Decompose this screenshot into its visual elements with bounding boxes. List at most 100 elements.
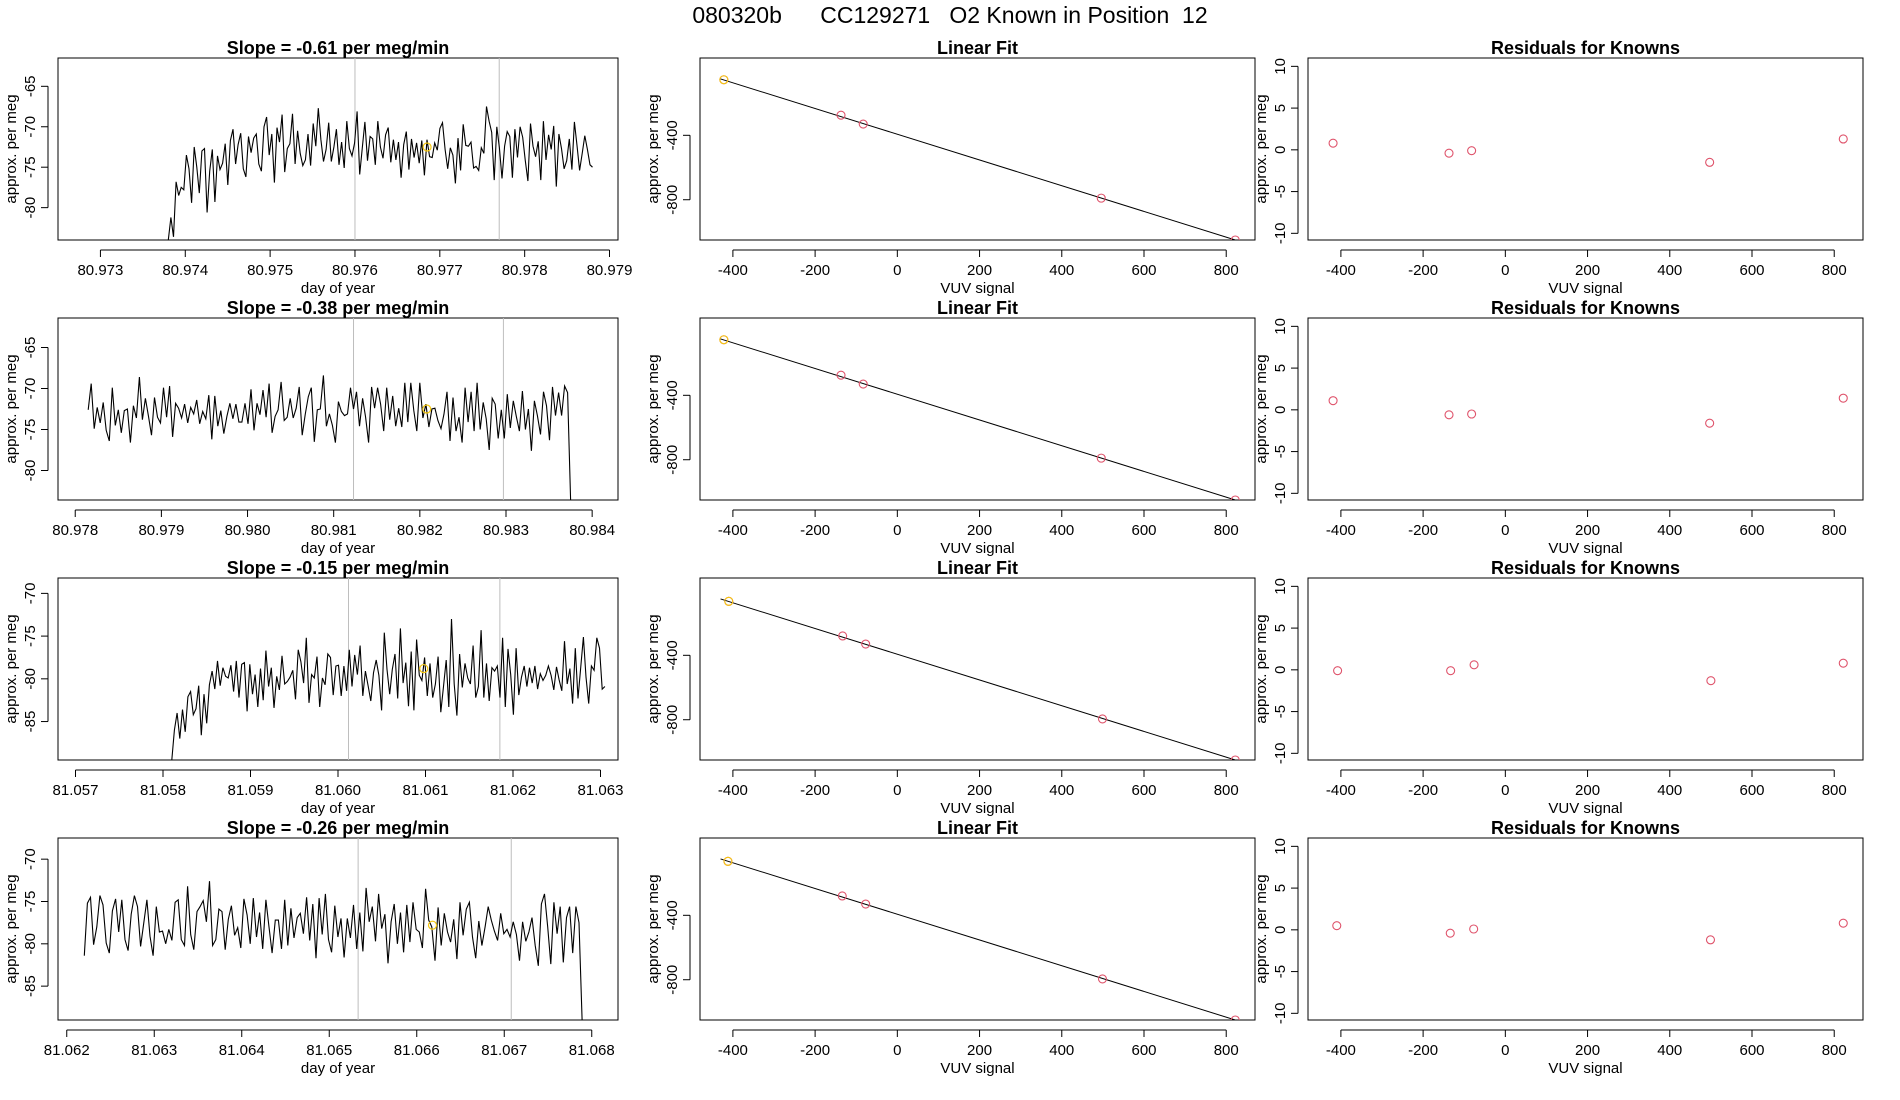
highlight-point — [419, 663, 429, 674]
y-axis-label: approx. per meg — [3, 614, 20, 723]
panel-title: Linear Fit — [937, 818, 1018, 838]
x-tick-label: 80.984 — [569, 522, 615, 539]
panel-2-3: Residuals for Knowns -400 -200 0 200 400 600 80… — [1253, 298, 1864, 557]
y-tick-label: -10 — [1272, 1002, 1289, 1024]
x-tick-label: 200 — [1575, 262, 1600, 279]
x-tick-label: -400 — [1326, 522, 1356, 539]
y-tick-label: -800 — [664, 965, 681, 995]
y-axis-label: approx. per meg — [3, 354, 20, 463]
x-tick-label: 600 — [1131, 1042, 1156, 1059]
x-tick-label: 200 — [1575, 522, 1600, 539]
y-tick-label: -10 — [1272, 222, 1289, 244]
series-line — [171, 618, 606, 760]
x-tick-label: 200 — [967, 1042, 992, 1059]
x-tick-label: 80.974 — [162, 262, 208, 279]
data-point — [861, 639, 871, 649]
x-tick-label: 0 — [1501, 262, 1509, 279]
plot-marks — [167, 58, 593, 240]
x-axis-label: day of year — [301, 1060, 375, 1077]
data-point — [1467, 146, 1477, 156]
highlight-point — [422, 142, 432, 152]
x-tick-label: 800 — [1214, 1042, 1239, 1059]
x-tick-label: 81.061 — [403, 782, 449, 799]
data-point — [1096, 193, 1106, 203]
x-tick-label: 600 — [1131, 522, 1156, 539]
x-tick-label: 600 — [1739, 522, 1764, 539]
x-tick-label: 0 — [893, 522, 901, 539]
x-tick-label: 80.977 — [417, 262, 463, 279]
y-tick-label: 0 — [1272, 146, 1289, 154]
y-tick-label: -70 — [22, 583, 39, 605]
x-tick-label: 80.975 — [247, 262, 293, 279]
panel-title: Slope = -0.15 per meg/min — [227, 558, 450, 578]
plot-marks — [1333, 658, 1848, 686]
series-line — [167, 106, 593, 240]
x-tick-label: 800 — [1214, 522, 1239, 539]
data-point — [1097, 974, 1108, 984]
x-axis-label: day of year — [301, 800, 375, 817]
panel-title: Residuals for Knowns — [1491, 298, 1680, 318]
fit-line — [720, 598, 1236, 760]
plot-frame — [1307, 837, 1864, 1021]
highlight-point — [422, 404, 432, 414]
data-point — [1445, 928, 1455, 938]
x-tick-label: 400 — [1049, 782, 1074, 799]
plot-marks — [1328, 393, 1848, 428]
x-axis-label: day of year — [301, 540, 375, 557]
x-tick-label: 0 — [1501, 1042, 1509, 1059]
y-axis-label: approx. per meg — [645, 874, 662, 983]
y-tick-label: -400 — [664, 120, 681, 150]
data-point — [1838, 918, 1848, 928]
y-tick-label: 5 — [1272, 884, 1289, 892]
x-axis-label: VUV signal — [1548, 280, 1622, 297]
data-point — [858, 379, 868, 389]
y-tick-label: -400 — [664, 640, 681, 670]
y-tick-label: -5 — [1272, 185, 1289, 198]
x-tick-label: 600 — [1739, 782, 1764, 799]
x-tick-label: 800 — [1214, 782, 1239, 799]
data-point — [1333, 666, 1343, 676]
panel-title: Slope = -0.38 per meg/min — [227, 298, 450, 318]
x-tick-label: 0 — [893, 1042, 901, 1059]
x-tick-label: 81.064 — [219, 1042, 265, 1059]
x-tick-label: -400 — [718, 522, 748, 539]
data-point — [1230, 235, 1240, 240]
y-tick-label: -80 — [22, 197, 39, 219]
x-tick-label: 400 — [1657, 782, 1682, 799]
plot-frame — [57, 837, 619, 1021]
series-line — [87, 375, 572, 500]
x-tick-label: 800 — [1214, 262, 1239, 279]
highlight-point — [719, 335, 729, 345]
x-tick-label: 0 — [893, 782, 901, 799]
x-tick-label: -400 — [718, 262, 748, 279]
fit-line — [720, 858, 1236, 1020]
y-tick-label: -10 — [1272, 482, 1289, 504]
plot-frame — [699, 57, 1256, 241]
data-point — [837, 891, 847, 901]
highlight-point — [719, 75, 729, 85]
data-point — [1706, 676, 1716, 686]
data-point — [1444, 148, 1454, 158]
panel-1-3: Residuals for Knowns -400 -200 0 200 400 600 80… — [1253, 38, 1864, 297]
y-tick-label: -10 — [1272, 742, 1289, 764]
data-point — [1230, 755, 1240, 760]
panel-title: Residuals for Knowns — [1491, 818, 1680, 838]
x-tick-label: 80.980 — [225, 522, 271, 539]
y-tick-label: -80 — [22, 933, 39, 955]
y-axis-label: approx. per meg — [1253, 354, 1270, 463]
panel-title: Slope = -0.26 per meg/min — [227, 818, 450, 838]
x-tick-label: -200 — [1408, 262, 1438, 279]
y-axis-label: approx. per meg — [645, 614, 662, 723]
panel-4-3: Residuals for Knowns -400 -200 0 200 400 600 80… — [1253, 818, 1864, 1077]
data-point — [1444, 410, 1454, 420]
plot-frame — [1307, 57, 1864, 241]
data-point — [1097, 714, 1108, 724]
panel-title: Residuals for Knowns — [1491, 38, 1680, 58]
x-tick-label: -200 — [1408, 1042, 1438, 1059]
panel-2-1: Slope = -0.38 per meg/min 80.978 80.979 80.… — [3, 298, 619, 557]
data-point — [1838, 393, 1848, 403]
x-tick-label: 800 — [1822, 782, 1847, 799]
y-tick-label: -75 — [22, 419, 39, 441]
figure-title: 080320b CC129271 O2 Known in Position 12 — [692, 2, 1208, 28]
